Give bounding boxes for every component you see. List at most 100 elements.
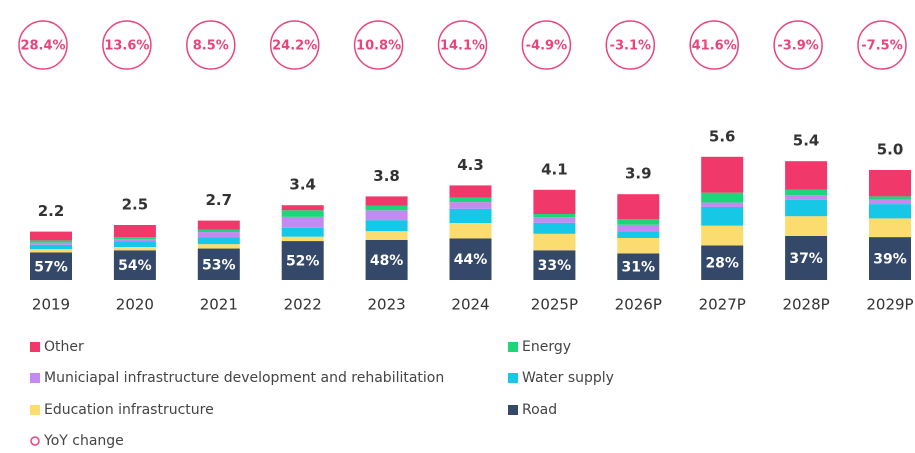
bar-segment [365,196,408,206]
x-tick-label: 2026P [615,296,662,314]
bar-segment [785,199,828,217]
bar-segment [785,216,828,236]
legend-label: Energy [522,339,571,355]
bar-segment [701,245,744,280]
bar-segment [113,225,156,238]
bar-segment [869,196,911,200]
legend-label: Other [44,339,84,355]
bar-segment [30,252,72,280]
bar-segment [533,217,576,223]
bar-segment [365,231,408,240]
road-share-label: 53% [202,257,236,273]
bar-segment [365,205,408,211]
bar-segment [617,231,660,238]
road-share-label: 54% [118,258,152,274]
x-tick-label: 2025P [531,296,578,314]
bar-segment [30,249,72,253]
bar-segment [869,237,911,280]
legend-label: Road [522,402,557,418]
total-label: 5.0 [877,141,904,159]
yoy-circle [437,20,488,70]
total-label: 5.6 [709,127,736,145]
bar-segment [617,219,660,225]
bar-segment [701,225,744,246]
yoy-circle [102,20,152,70]
road-share-label: 52% [286,254,320,270]
bar-segment [30,244,72,250]
road-share-label: 44% [454,252,488,268]
bar-segment [281,241,324,280]
bar-segment [281,236,324,242]
bar-segment [365,210,408,221]
bar-segment [197,237,240,245]
yoy-label: 13.6% [104,39,149,54]
bar-segment [449,238,492,280]
bar-segment [30,231,72,241]
road-share-label: 28% [705,256,739,272]
legend-swatch [30,405,40,415]
bar-segment [785,161,828,190]
bar-segment [30,242,72,245]
bar-segment [869,204,911,219]
bar-segment [365,220,408,232]
bar-segment [281,210,324,217]
bar-segment [113,239,156,242]
road-share-label: 37% [789,251,823,267]
x-tick-label: 2019 [32,296,70,314]
x-tick-label: 2024 [451,296,489,314]
bar-segment [281,216,324,228]
road-share-label: 31% [622,260,656,276]
bar-segment [197,244,240,249]
bar-segment [197,232,240,238]
bar-segment [365,239,408,280]
bar-segment [869,199,911,205]
legend-swatch [30,373,40,383]
road-share-label: 33% [538,258,572,274]
x-tick-label: 2020 [116,296,154,314]
bar-segment [197,248,240,280]
legend-label: YoY change [43,433,124,449]
bar-segment [533,214,576,218]
road-share-label: 39% [873,252,907,268]
bar-segment [701,206,744,226]
bar-segment [617,224,660,232]
total-label: 2.7 [206,191,233,209]
road-share-label: 48% [370,253,404,269]
yoy-circle [689,20,739,70]
yoy-label: 41.6% [692,39,737,54]
x-tick-label: 2027P [699,296,746,314]
legend-swatch [508,373,518,383]
x-tick-label: 2029P [866,296,913,314]
bar-segment [113,250,156,280]
total-label: 3.8 [373,167,400,185]
total-label: 3.9 [625,165,652,183]
yoy-label: -3.1% [610,39,651,54]
yoy-circle [353,20,404,70]
legend-swatch [30,342,40,352]
bar-segment [533,250,576,280]
bar-segment [617,253,660,280]
legend-label: Municiapal infrastructure development an… [44,370,444,386]
road-share-label: 57% [34,259,68,275]
bar-segment [869,218,911,238]
yoy-label: -4.9% [526,39,567,54]
yoy-circle [269,20,320,70]
bar-segment [449,208,492,224]
bar-segment [30,240,72,243]
legend-label: Water supply [522,370,614,386]
bar-segment [617,194,660,220]
legend-label: Education infrastructure [44,402,214,418]
bar-segment [281,227,324,237]
yoy-circle [857,20,907,70]
yoy-label: 24.2% [272,39,317,54]
bar-segment [785,189,828,196]
yoy-label: 14.1% [440,39,485,54]
yoy-label: -7.5% [861,39,902,54]
yoy-circle [521,20,572,70]
bar-segment [449,202,492,209]
bar-segment [701,156,744,193]
bar-segment [785,236,828,280]
bar-segment [533,189,576,214]
bar-segment [113,247,156,251]
